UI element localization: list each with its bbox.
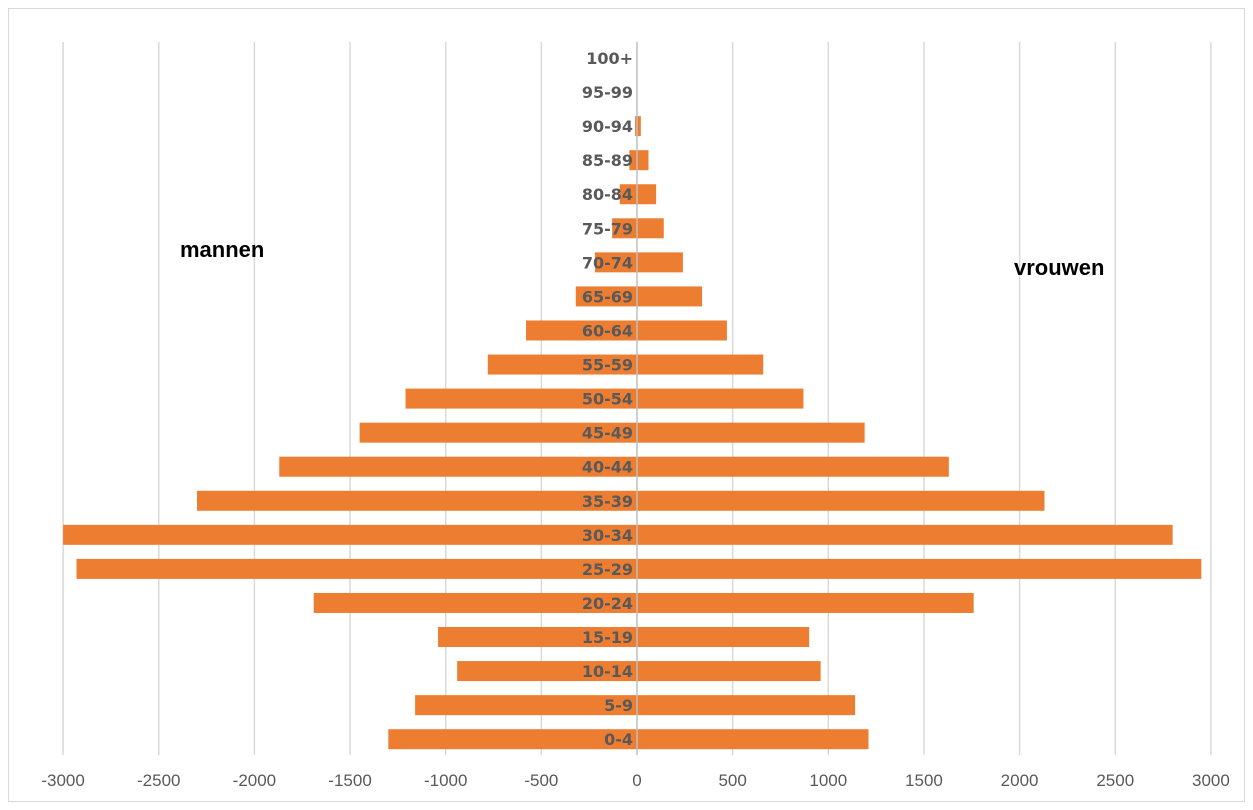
bars [63,116,1202,750]
bar-men-90-94 [635,116,637,137]
x-tick-label: -2000 [233,771,276,790]
category-label-15-19: 15-19 [582,628,633,647]
x-tick-label: 2000 [1001,771,1039,790]
bar-women-45-49 [637,422,865,443]
x-tick-label: -1000 [424,771,467,790]
bar-men-20-24 [313,592,637,613]
bar-women-75-79 [637,218,664,239]
category-label-20-24: 20-24 [582,594,633,613]
bar-women-65-69 [637,286,703,307]
x-tick-label: 1500 [905,771,943,790]
women-group-label: vrouwen [1014,255,1105,280]
x-tick-label: -3000 [41,771,84,790]
bar-women-35-39 [637,490,1045,511]
bar-women-60-64 [637,320,727,341]
bar-men-50-54 [405,388,637,409]
men-group-label: mannen [180,237,265,262]
bar-men-15-19 [438,627,637,648]
category-label-30-34: 30-34 [582,526,633,545]
category-label-45-49: 45-49 [582,424,633,443]
bar-men-55-59 [487,354,637,375]
bar-women-5-9 [637,695,856,716]
bar-men-65-69 [575,286,637,307]
category-label-100+: 100+ [586,49,633,68]
bar-women-90-94 [637,116,641,137]
category-label-65-69: 65-69 [582,287,633,306]
bar-men-0-4 [388,729,637,750]
bar-men-40-44 [279,456,637,477]
category-label-70-74: 70-74 [582,253,633,272]
x-axis-ticks: -3000 -2500 -2000 -1500 -1000 -500 0 500 1000 150… [41,771,1229,790]
bar-women-70-74 [637,252,683,273]
bar-men-35-39 [197,490,637,511]
bar-men-5-9 [415,695,637,716]
bar-men-70-74 [594,252,637,273]
bar-men-25-29 [76,558,638,579]
bar-men-80-84 [619,184,637,205]
x-tick-label: 2500 [1096,771,1134,790]
category-label-80-84: 80-84 [582,185,633,204]
bar-men-60-64 [526,320,637,341]
bar-women-85-89 [637,150,649,171]
bar-men-75-79 [612,218,637,239]
x-tick-label: 500 [718,771,746,790]
category-label-25-29: 25-29 [582,560,633,579]
x-tick-label: -500 [524,771,558,790]
x-tick-label: 0 [632,771,641,790]
x-tick-label: -1500 [328,771,371,790]
category-label-50-54: 50-54 [582,390,633,409]
bar-men-10-14 [457,661,637,682]
bar-women-30-34 [637,524,1173,545]
bar-men-30-34 [63,524,638,545]
category-label-10-14: 10-14 [582,662,633,681]
category-label-75-79: 75-79 [582,219,633,238]
category-label-0-4: 0-4 [604,730,633,749]
x-tick-label: -2500 [137,771,180,790]
category-label-40-44: 40-44 [582,458,633,477]
x-tick-label: 3000 [1192,771,1230,790]
category-label-35-39: 35-39 [582,492,633,511]
bar-women-80-84 [637,184,657,205]
bar-women-50-54 [637,388,804,409]
bar-women-40-44 [637,456,949,477]
category-label-90-94: 90-94 [582,117,633,136]
category-label-85-89: 85-89 [582,151,633,170]
bar-women-55-59 [637,354,764,375]
bar-women-0-4 [637,729,869,750]
bar-men-85-89 [629,150,637,171]
category-labels: 0-4 5-9 10-14 15-19 20-24 25-29 30-34 35-39 40-4… [582,49,633,749]
bar-women-20-24 [637,592,974,613]
category-label-5-9: 5-9 [604,696,633,715]
bar-women-15-19 [637,627,810,648]
bar-men-45-49 [359,422,637,443]
category-label-60-64: 60-64 [582,321,633,340]
category-label-55-59: 55-59 [582,356,633,375]
bar-women-25-29 [637,558,1202,579]
bar-women-10-14 [637,661,821,682]
x-tick-label: 1000 [809,771,847,790]
category-label-95-99: 95-99 [582,83,633,102]
